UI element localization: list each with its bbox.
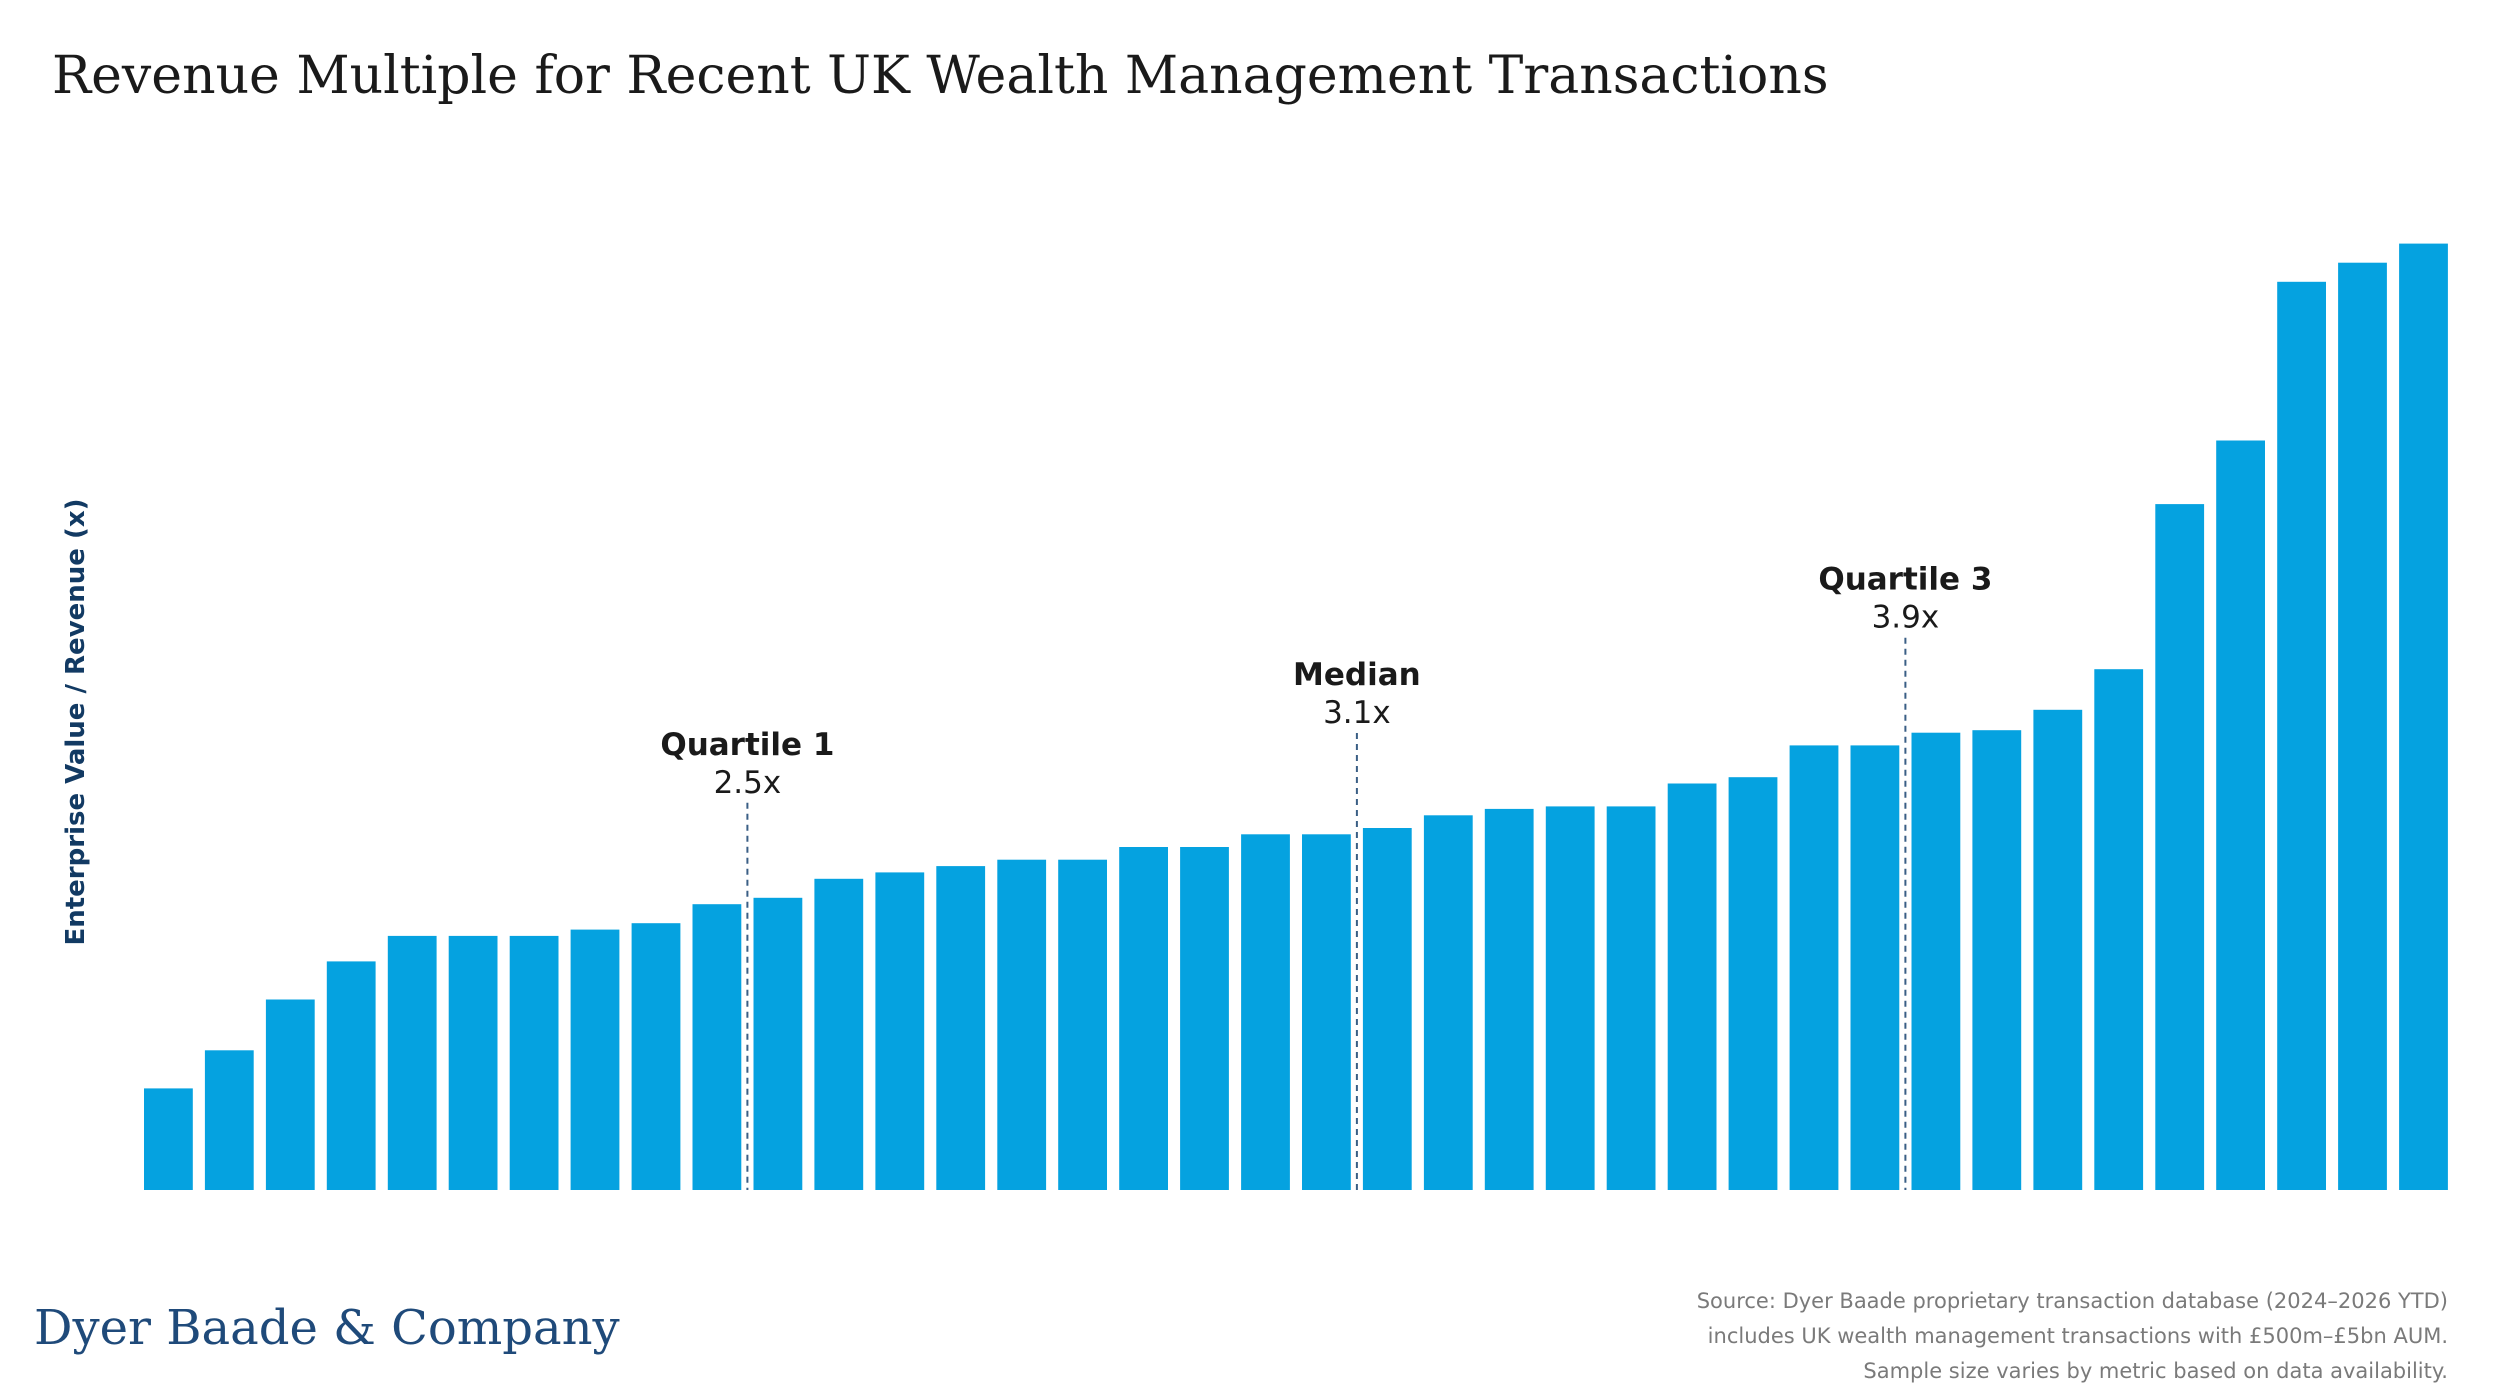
bar [1789,745,1839,1190]
bar [997,859,1047,1190]
bar [1606,806,1656,1190]
annotation-quartile-3: Quartile 33.9x [1818,562,1992,1190]
bar [814,878,864,1190]
bar [2338,262,2387,1190]
bar [1119,847,1168,1190]
bar [2216,440,2265,1190]
source-line: Sample size varies by metric based on da… [1863,1359,2448,1383]
bar [1362,828,1412,1190]
bars-group [144,243,2448,1191]
bar [1302,834,1351,1190]
bar [326,961,376,1190]
annotation-quartile-1: Quartile 12.5x [660,727,834,1190]
bar [1972,730,2022,1190]
bar [1850,745,1900,1190]
bar [1545,806,1595,1190]
bar [1180,847,1229,1190]
bar [1484,808,1534,1190]
bar [387,935,437,1190]
bar [570,929,620,1190]
bar [1667,783,1717,1190]
source-note: Source: Dyer Baade proprietary transacti… [1697,1284,2448,1389]
bar [1058,859,1107,1190]
bar [1728,777,1778,1190]
source-line: Source: Dyer Baade proprietary transacti… [1696,1289,2448,1313]
annotation-value: 3.1x [1323,695,1391,731]
source-line: includes UK wealth management transactio… [1707,1324,2448,1348]
bar [936,866,986,1190]
bar [204,1050,254,1190]
bar [265,999,315,1190]
annotation-label: Quartile 3 [1818,562,1992,598]
bar [631,923,681,1190]
bar [875,872,925,1190]
bar [509,935,559,1190]
bar [753,897,803,1190]
chart-title: Revenue Multiple for Recent UK Wealth Ma… [52,46,1829,106]
bar [2155,504,2205,1191]
bar [1241,834,1290,1190]
company-logo-text: Dyer Baade & Company [34,1300,620,1356]
bar [1423,815,1473,1190]
bar [2033,709,2083,1190]
bar [448,935,498,1190]
bar [692,904,742,1190]
annotation-value: 3.9x [1872,600,1940,636]
bar [144,1088,193,1190]
annotation-value: 2.5x [714,765,782,801]
bar [2094,669,2144,1190]
bar [1911,732,1961,1190]
annotation-label: Quartile 1 [660,727,834,763]
bar [2399,243,2448,1191]
annotation-label: Median [1293,657,1421,693]
bar [2277,281,2326,1190]
